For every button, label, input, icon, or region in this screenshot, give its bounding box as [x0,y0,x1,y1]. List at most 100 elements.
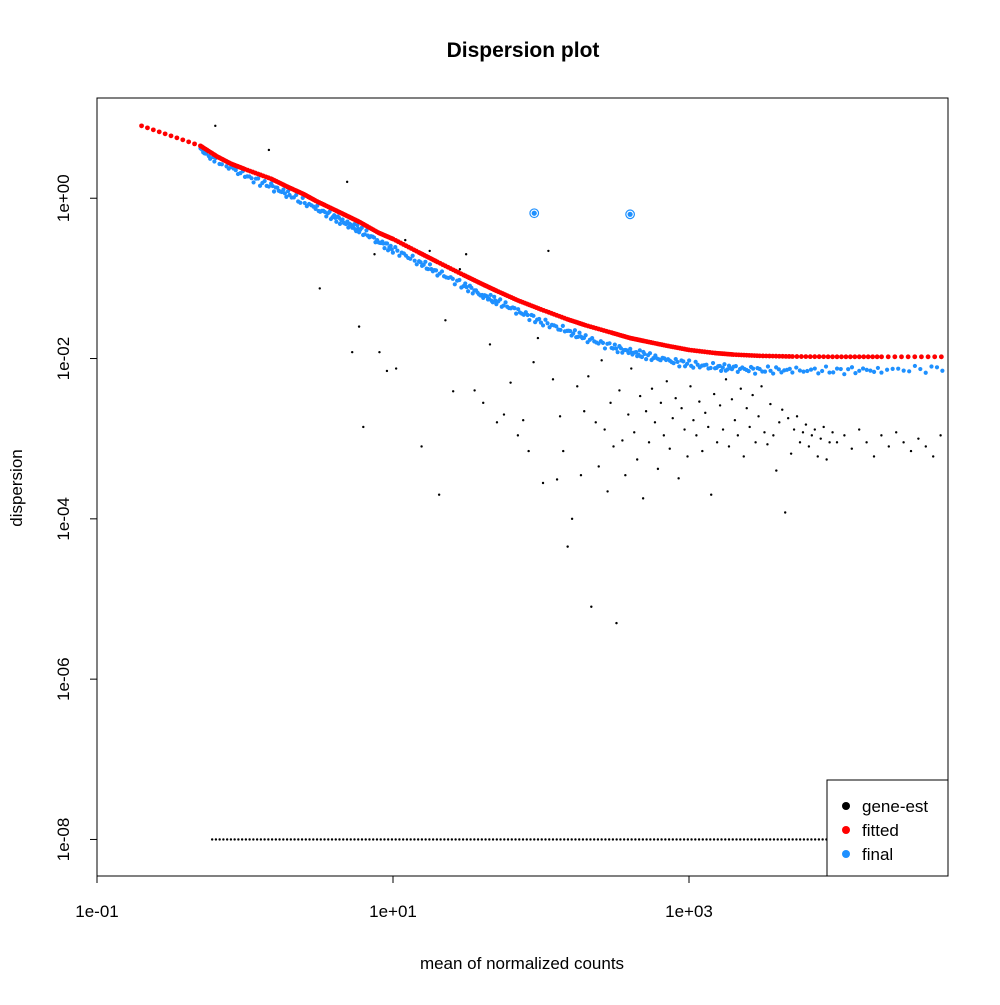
gene-est-zero-point [817,838,821,841]
gene-est-point [428,249,431,253]
gene-est-zero-point [315,838,319,841]
final-point [842,372,847,377]
y-tick-label: 1e+00 [54,174,73,222]
gene-est-zero-point [802,838,806,841]
gene-est-point [464,253,468,256]
gene-est-point [509,381,512,384]
final-point [219,162,224,167]
fitted-point [821,354,827,360]
fitted-point [156,129,162,135]
gene-est-zero-point [267,838,270,841]
final-point [262,178,267,184]
gene-est-zero-point [716,838,719,841]
legend-marker-gene-est [842,802,850,810]
final-point [849,365,855,370]
gene-est-point [822,425,825,429]
final-point [327,209,332,214]
final-point [612,342,617,347]
gene-est-zero-point [413,838,416,841]
gene-est-point [590,605,593,608]
gene-est-point [763,431,766,434]
gene-est-zero-point [675,838,678,841]
final-point [757,366,762,372]
final-point [469,285,474,290]
gene-est-zero-point [761,838,764,841]
gene-est-zero-point [551,838,555,841]
gene-est-point [674,396,677,400]
final-point [614,346,619,351]
gene-est-zero-point [521,838,525,841]
gene-est-point [786,417,790,420]
final-point [853,371,858,376]
gene-est-point [630,367,633,370]
final-point [602,346,608,351]
final-point [397,253,402,258]
final-point [708,365,713,371]
gene-est-point [609,401,612,405]
final-point [423,259,428,264]
gene-est-point [638,394,642,398]
final-point [385,241,390,246]
final-point [846,367,851,372]
gene-est-zero-point [278,838,281,841]
gene-est-point [214,124,217,128]
fitted-point [150,127,156,133]
gene-est-zero-point [813,838,817,841]
final-point [498,297,503,302]
gene-est-point [795,415,799,418]
gene-est-point [872,455,876,458]
final-point [771,371,776,376]
final-point [251,180,256,185]
gene-est-zero-point [656,838,660,841]
legend-label-fitted: fitted [862,821,899,840]
final-point [249,176,254,181]
final-outlier-point [531,210,537,216]
gene-est-point [551,378,555,381]
gene-est-zero-point [297,838,300,841]
gene-est-zero-point [578,838,581,841]
fitted-point [856,354,862,360]
gene-est-zero-point [694,838,697,841]
gene-est-zero-point [637,838,641,841]
final-point [675,359,680,365]
gene-est-zero-point [589,838,592,841]
gene-est-zero-point [581,838,585,841]
final-point [282,191,288,196]
gene-est-zero-point [274,838,278,841]
y-tick-label: 1e-04 [54,497,73,540]
final-point [720,365,725,370]
final-point [488,292,493,298]
fitted-point [812,354,818,360]
final-point [340,217,345,222]
final-point [271,189,277,194]
gene-est-point [558,415,562,418]
gene-est-zero-point [300,838,304,841]
final-point [503,300,508,305]
plot-frame [96,97,949,877]
gene-est-point [502,413,506,416]
final-point [607,341,612,346]
fitted-point [139,123,144,129]
gene-est-zero-point [225,838,229,841]
gene-est-zero-point [712,838,716,841]
gene-est-zero-point [506,838,510,841]
gene-est-point [789,452,793,455]
gene-est-zero-point [555,838,558,841]
gene-est-zero-point [401,838,405,841]
final-point [838,366,843,372]
gene-est-zero-point [649,838,652,841]
gene-est-point [924,445,928,448]
final-point [324,214,329,219]
gene-est-point [680,407,683,410]
fitted-point [912,354,918,360]
final-outlier-point [627,211,633,217]
final-point [531,313,536,318]
fitted-point [905,354,911,360]
gene-est-point [562,449,565,453]
gene-est-point [745,407,748,410]
gene-est-zero-point [652,838,656,841]
final-point [558,327,563,333]
gene-est-point [748,425,751,429]
gene-est-zero-point [630,838,633,841]
gene-est-point [583,410,586,413]
